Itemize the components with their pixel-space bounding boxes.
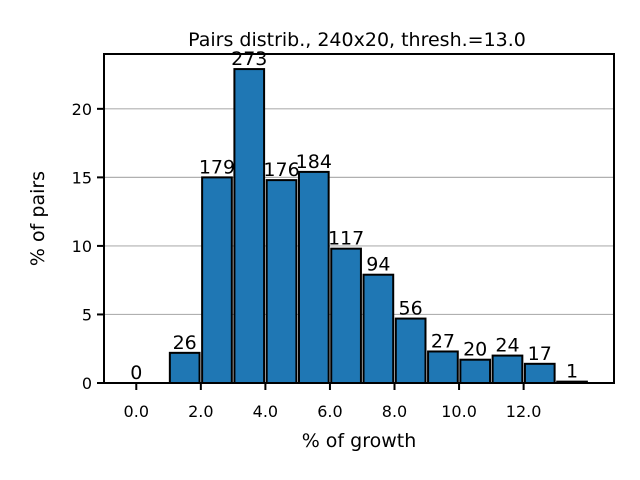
y-axis-label: % of pairs — [27, 171, 49, 266]
bar — [297, 170, 330, 384]
bar — [427, 350, 459, 384]
y-tick-label: 0 — [82, 374, 92, 393]
bar-count-label: 56 — [399, 298, 423, 320]
bar-count-label: 17 — [528, 343, 552, 365]
y-tick-label: 10 — [72, 237, 92, 256]
bar — [491, 354, 524, 385]
y-axis: 0 5 10 15 20 — [72, 100, 104, 393]
bar-count-label: 27 — [431, 330, 455, 352]
bar — [168, 351, 201, 385]
bar-count-label: 94 — [366, 254, 390, 276]
bar-count-label: 20 — [463, 339, 487, 361]
x-tick-label: 12.0 — [506, 402, 542, 421]
x-tick-label: 2.0 — [188, 402, 213, 421]
bar — [265, 179, 298, 384]
bar-count-label: 179 — [199, 156, 235, 178]
bar-count-label: 0 — [130, 362, 142, 384]
bar-count-label: 1 — [566, 361, 578, 383]
x-axis: 0.0 2.0 4.0 6.0 8.0 10.0 12.0 — [124, 383, 542, 421]
x-tick-label: 6.0 — [317, 402, 342, 421]
bar — [459, 358, 492, 384]
bar — [362, 273, 395, 384]
bar — [394, 317, 427, 384]
bars — [168, 68, 588, 385]
bar — [233, 68, 266, 385]
y-tick-label: 15 — [72, 168, 92, 187]
bar-count-label: 176 — [263, 159, 299, 181]
bar — [201, 176, 233, 384]
plot-frame — [103, 53, 615, 384]
y-tick-label: 20 — [72, 100, 92, 119]
bar — [330, 247, 362, 384]
x-tick-label: 8.0 — [382, 402, 407, 421]
x-tick-label: 0.0 — [124, 402, 149, 421]
bar-count-label: 26 — [173, 332, 197, 354]
chart-title: Pairs distrib., 240x20, thresh.=13.0 — [188, 29, 526, 51]
x-tick-label: 10.0 — [441, 402, 477, 421]
bar — [523, 362, 556, 384]
x-tick-label: 4.0 — [253, 402, 278, 421]
x-axis-label: % of growth — [302, 430, 417, 452]
bar-count-label: 273 — [231, 48, 267, 70]
y-tick-label: 5 — [82, 305, 92, 324]
bar-count-label: 117 — [328, 228, 364, 250]
bar-count-label: 24 — [495, 335, 519, 357]
bar-count-label: 184 — [296, 151, 332, 173]
